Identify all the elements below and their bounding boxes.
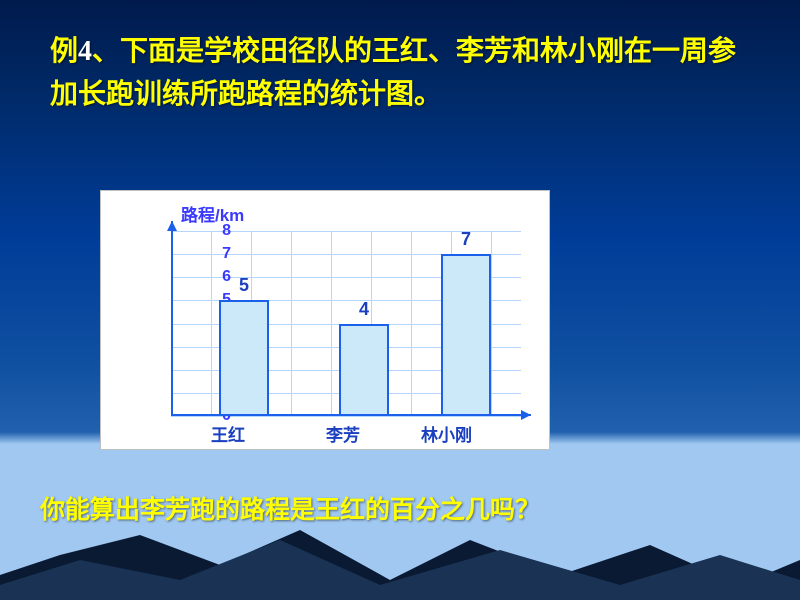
gridline-v — [291, 231, 292, 416]
arrow-y — [167, 221, 177, 231]
mountain-decoration — [0, 525, 800, 600]
arrow-x — [521, 410, 531, 420]
axis-line-y — [171, 221, 173, 416]
title-rest: 、下面是学校田径队的王红、李芳和林小刚在一周参加长跑训练所跑路程的统计图。 — [50, 35, 736, 109]
gridline-v — [331, 231, 332, 416]
gridline-v — [211, 231, 212, 416]
bar-value-label: 5 — [219, 275, 269, 296]
y-tick-label: 7 — [211, 245, 231, 263]
bar — [219, 300, 269, 416]
problem-title: 例4、下面是学校田径队的王红、李芳和林小刚在一周参加长跑训练所跑路程的统计图。 — [50, 30, 750, 115]
x-category-label: 王红 — [211, 421, 245, 446]
x-category-label: 林小刚 — [421, 421, 472, 446]
bar-chart-panel: 路程/km 012345678547 王红李芳林小刚 — [100, 190, 550, 450]
gridline-v — [491, 231, 492, 416]
bar-value-label: 4 — [339, 299, 389, 320]
bar-value-label: 7 — [441, 229, 491, 250]
y-tick-label: 8 — [211, 222, 231, 240]
chart-plot-area: 012345678547 — [171, 231, 521, 416]
question-text: 你能算出李芳跑的路程是王红的百分之几吗？ — [40, 490, 760, 526]
gridline-v — [411, 231, 412, 416]
example-number: 4 — [78, 36, 92, 67]
x-category-label: 李芳 — [326, 421, 360, 446]
bar — [339, 324, 389, 417]
title-prefix: 例 — [50, 35, 78, 66]
bar — [441, 254, 491, 416]
